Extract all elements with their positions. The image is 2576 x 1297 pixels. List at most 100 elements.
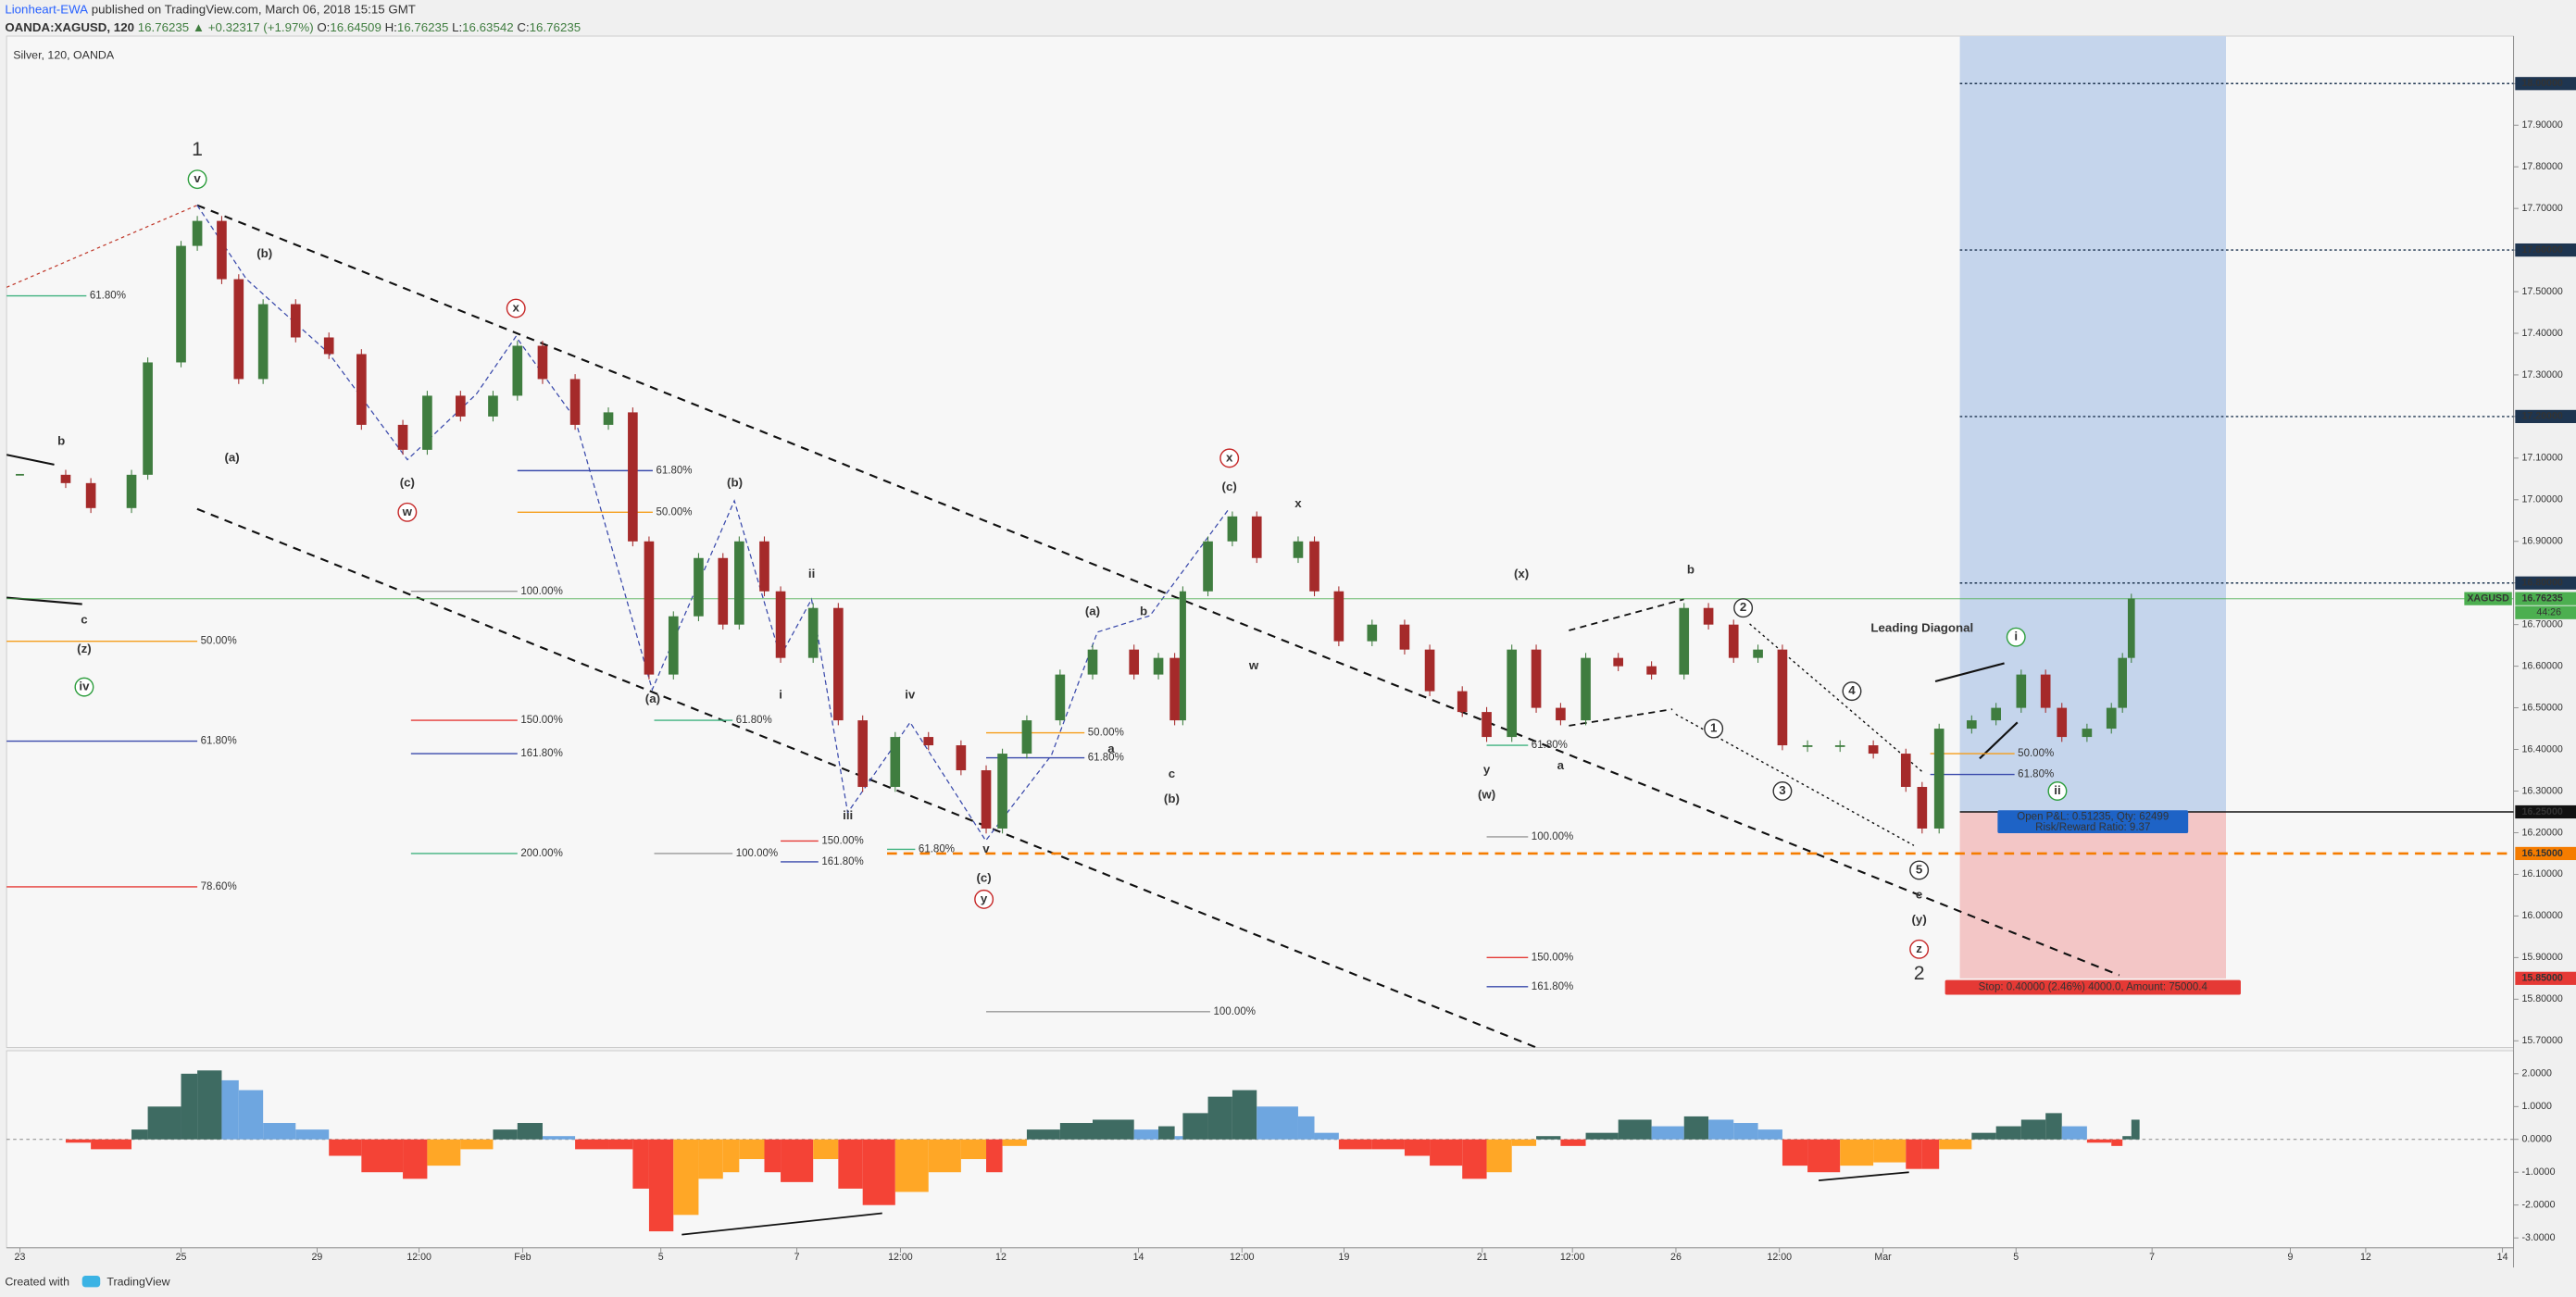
osc-bar: [1536, 1136, 1561, 1140]
wave-label: c: [1169, 767, 1175, 780]
wave-circle: [1842, 681, 1862, 702]
osc-bar: [1486, 1139, 1512, 1173]
symbol: OANDA:XAGUSD, 120: [5, 20, 134, 34]
low: 16.63542: [462, 20, 513, 34]
y-tick-label: 17.30000: [2521, 369, 2562, 380]
osc-bar: [1182, 1113, 1208, 1140]
osc-tick-label: -1.0000: [2521, 1166, 2555, 1178]
y-tick-label: 16.40000: [2521, 743, 2562, 755]
wave-circle: [974, 889, 994, 909]
candle: [1753, 649, 1763, 658]
osc-bar: [1158, 1126, 1175, 1140]
candle: [1581, 657, 1591, 721]
candle: [1203, 541, 1213, 592]
wave-label: 3: [1779, 783, 1785, 797]
y-tick-label: 17.90000: [2521, 119, 2562, 131]
candle: [1728, 624, 1739, 658]
y-tick-label: 17.50000: [2521, 286, 2562, 297]
osc-bar: [403, 1139, 428, 1179]
osc-bar: [238, 1090, 264, 1140]
osc-bar: [460, 1139, 494, 1150]
wave-label: i: [779, 688, 782, 702]
price-tag: [2515, 971, 2576, 985]
candle: [290, 304, 301, 338]
candle: [1531, 649, 1542, 708]
osc-bar: [894, 1139, 929, 1192]
wave-circle: [397, 502, 418, 522]
loss-zone: [1959, 811, 2226, 979]
price-tag: [2515, 243, 2576, 257]
fib-label: 61.80%: [201, 736, 237, 747]
wave-label: 5: [1916, 862, 1923, 876]
osc-bar: [1782, 1139, 1808, 1166]
candle: [1991, 707, 2001, 721]
fib-label: 50.00%: [656, 506, 692, 518]
candle: [981, 770, 992, 829]
candle: [1424, 649, 1435, 692]
y-tick-label: 16.90000: [2521, 536, 2562, 547]
wave-label: (c): [1222, 480, 1237, 493]
osc-bar: [1092, 1119, 1134, 1140]
y-tick-label: 17.70000: [2521, 203, 2562, 214]
y-tick-label: 16.20000: [2521, 827, 2562, 838]
y-tick-label: 15.70000: [2521, 1035, 2562, 1046]
candle: [2016, 674, 2027, 708]
rr-text: Risk/Reward Ratio: 9.37: [2035, 822, 2150, 833]
x-tick-label: 12: [2360, 1252, 2371, 1263]
osc-bar: [862, 1139, 895, 1205]
wave-label: 1: [1710, 721, 1718, 735]
osc-bar: [1873, 1139, 1907, 1163]
fib-label: 61.80%: [736, 715, 772, 726]
osc-tick-label: 2.0000: [2521, 1068, 2552, 1079]
osc-bar: [1257, 1106, 1298, 1140]
high-label: H:: [385, 20, 397, 34]
osc-bar: [1462, 1139, 1487, 1179]
author[interactable]: Lionheart-EWA: [5, 2, 88, 16]
fib-label: 61.80%: [919, 843, 955, 854]
candle: [807, 607, 819, 658]
osc-bar: [1314, 1132, 1339, 1140]
wave-label: (c): [400, 475, 415, 489]
trend-line: [1934, 662, 2005, 682]
osc-bar: [739, 1139, 765, 1160]
y-tick-label: 15.90000: [2521, 952, 2562, 963]
x-tick-label: 12:00: [1560, 1252, 1585, 1263]
wave-label: 1: [192, 138, 203, 160]
osc-bar: [1430, 1139, 1463, 1166]
osc-bar: [2020, 1119, 2046, 1140]
candle: [397, 424, 408, 450]
candle: [1917, 787, 1928, 829]
candle: [1179, 591, 1186, 721]
fib-label: 150.00%: [821, 836, 863, 847]
fib-label: 100.00%: [520, 586, 562, 597]
countdown-tag: [2515, 605, 2576, 619]
x-tick-label: 12: [995, 1252, 1007, 1263]
fib-label: 50.00%: [1088, 728, 1124, 739]
wave-circle: [2047, 781, 2068, 801]
wave-label: iii: [843, 808, 853, 822]
price-tag-label: 16.25000: [2521, 806, 2562, 817]
price-tag-label: 17.60000: [2521, 244, 2562, 256]
candle: [890, 737, 901, 788]
candle: [833, 607, 844, 721]
osc-bar: [91, 1139, 132, 1150]
osc-bar: [1733, 1123, 1758, 1140]
candle: [85, 482, 96, 508]
footer-brand[interactable]: TradingView: [106, 1275, 169, 1288]
x-tick-label: 5: [2013, 1252, 2019, 1263]
osc-bar: [329, 1139, 362, 1156]
fib-label: 161.80%: [821, 856, 863, 867]
header-line: Lionheart-EWA published on TradingView.c…: [5, 2, 416, 16]
wave-label: b: [57, 433, 65, 447]
candle: [569, 379, 581, 425]
wave-label: iv: [905, 688, 916, 702]
y-tick-label: 16.00000: [2521, 910, 2562, 921]
wave-label: y: [1483, 763, 1491, 777]
osc-bar: [1906, 1139, 1922, 1169]
high: 16.76235: [397, 20, 448, 34]
footer-created: Created with: [5, 1275, 69, 1288]
candle: [1153, 657, 1164, 675]
candle: [1802, 745, 1813, 747]
brand-logo: [81, 1275, 101, 1288]
candle: [668, 616, 679, 675]
